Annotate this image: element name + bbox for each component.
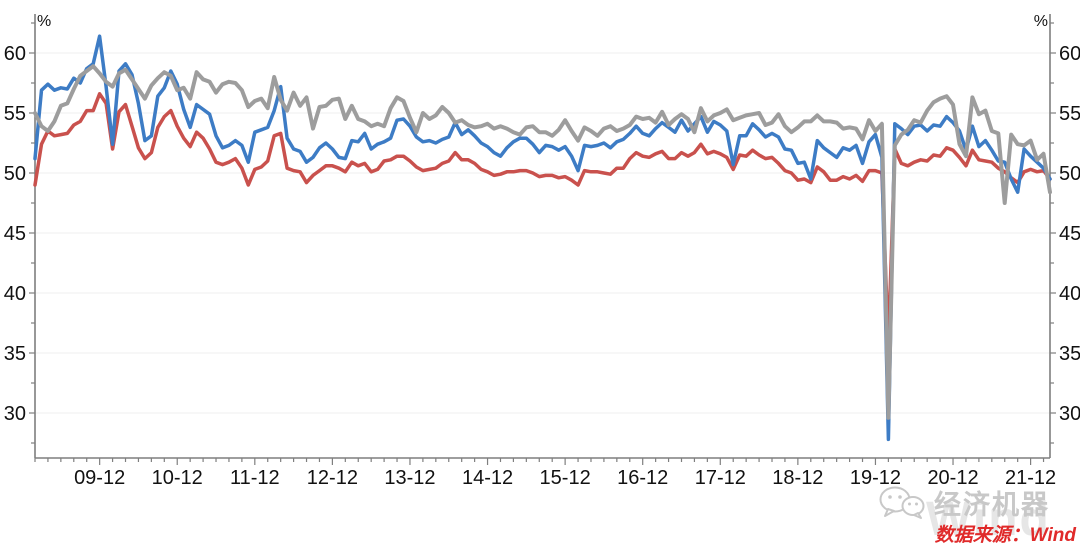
series-line-2 xyxy=(33,64,1052,420)
y-axis-label-left: 50 xyxy=(4,163,26,185)
x-axis-label: 12-12 xyxy=(307,467,358,489)
x-axis-label: 09-12 xyxy=(74,467,125,489)
y-axis-label-right: 45 xyxy=(1059,223,1080,245)
x-axis-label: 11-12 xyxy=(230,467,280,489)
y-axis-label-right: 55 xyxy=(1059,103,1080,125)
y-axis-label-right: 30 xyxy=(1059,403,1080,425)
y-axis-label-right: 50 xyxy=(1059,163,1080,185)
y-axis-unit-right: % xyxy=(1034,13,1048,30)
y-axis-label-left: 60 xyxy=(4,43,26,65)
y-axis-label-left: 35 xyxy=(4,343,26,365)
data-source-text: 数据来源：Wind xyxy=(934,525,1076,546)
x-axis-label: 14-12 xyxy=(462,467,513,489)
y-axis-unit-left: % xyxy=(37,13,51,30)
y-axis-label-left: 55 xyxy=(4,103,26,125)
x-axis-label: 21-12 xyxy=(1005,467,1056,489)
x-axis-label: 13-12 xyxy=(384,467,435,489)
x-axis-label: 15-12 xyxy=(540,467,591,489)
x-axis-label: 16-12 xyxy=(617,467,668,489)
y-axis-label-right: 40 xyxy=(1059,283,1080,305)
x-axis-label: 19-12 xyxy=(850,467,901,489)
y-axis-label-right: 35 xyxy=(1059,343,1080,365)
y-axis-label-left: 40 xyxy=(4,283,26,305)
y-axis-label-right: 60 xyxy=(1059,43,1080,65)
x-axis-label: 20-12 xyxy=(927,467,978,489)
y-axis-label-left: 45 xyxy=(4,223,26,245)
x-axis-label: 10-12 xyxy=(152,467,203,489)
x-axis-label: 18-12 xyxy=(772,467,823,489)
x-axis-label: 17-12 xyxy=(695,467,746,489)
y-axis-label-left: 30 xyxy=(4,403,26,425)
